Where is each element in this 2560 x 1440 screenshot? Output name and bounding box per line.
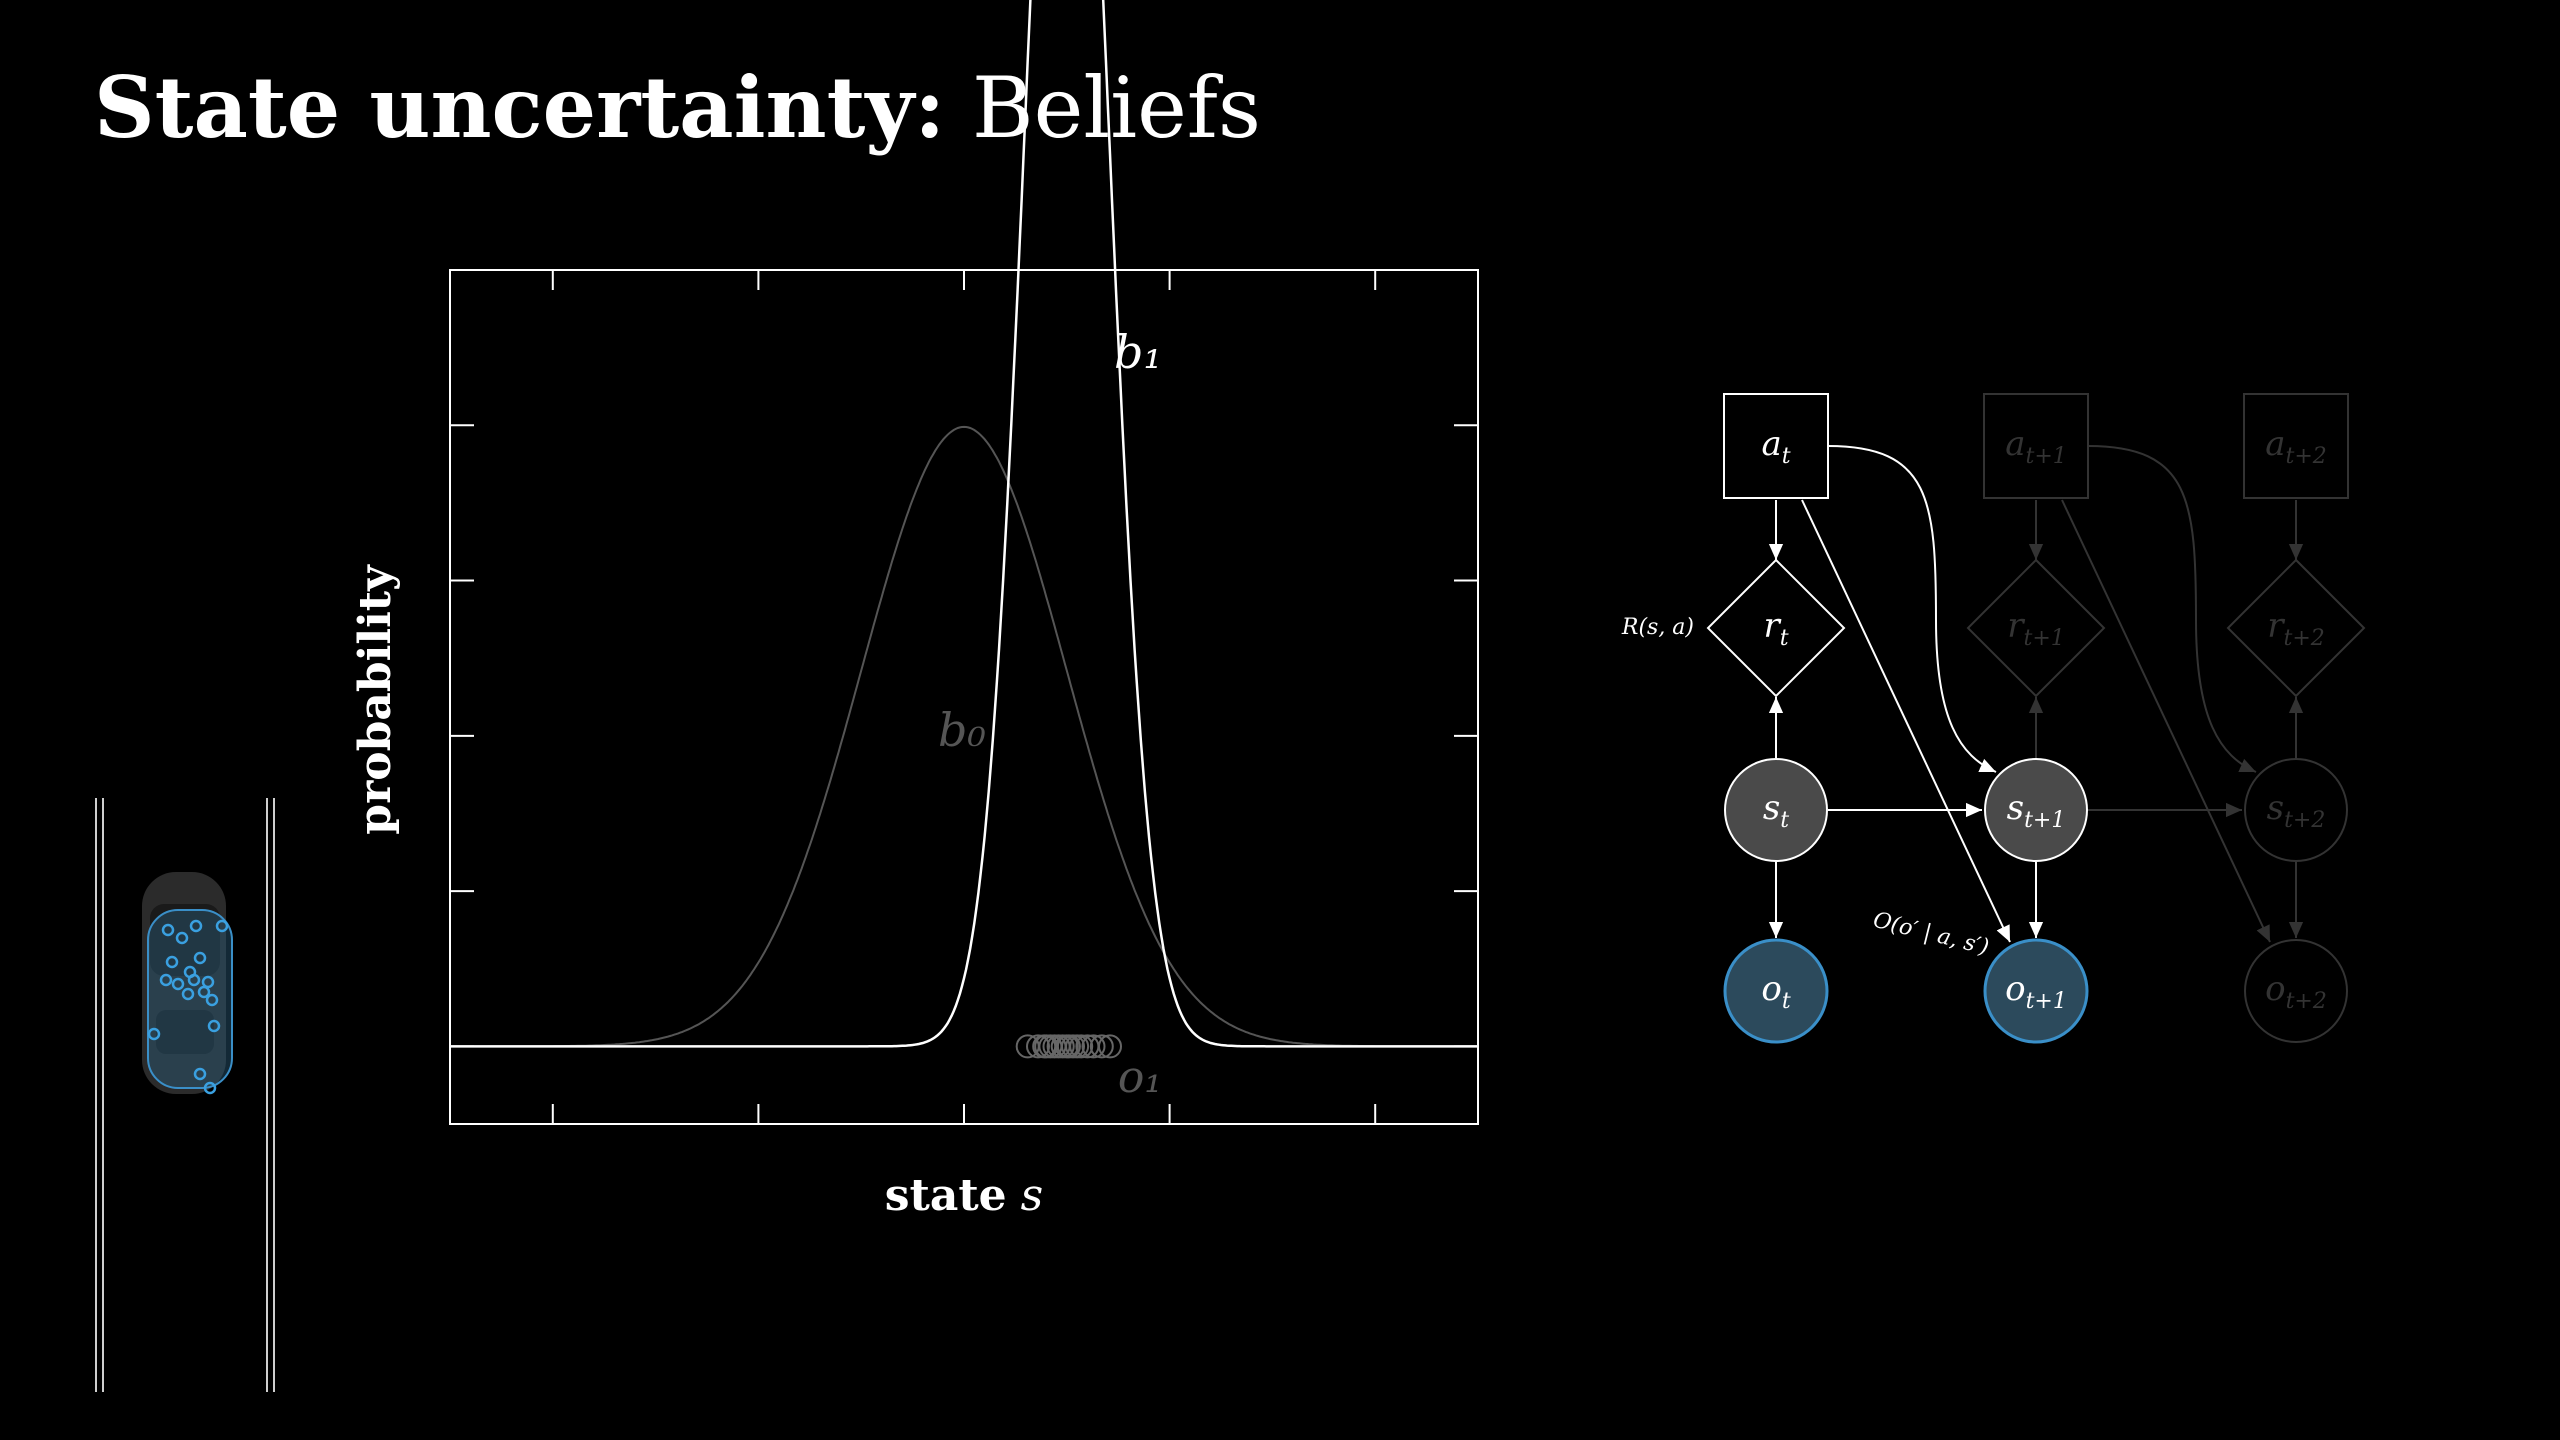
curve-b1-label: b₁	[1114, 325, 1162, 379]
observation-marker	[1026, 1034, 1050, 1059]
edge-a_t1-s_t2	[2087, 445, 2257, 773]
edge-a_t1-o_t2	[2061, 499, 2271, 943]
svg-text:ot+1: ot+1	[2005, 969, 2067, 1014]
edge-a_t-s_t1	[1827, 445, 1997, 773]
belief-particle	[193, 951, 207, 965]
curve-b0	[450, 425, 1478, 1048]
belief-particle	[207, 1019, 221, 1033]
curve-b1	[450, 0, 1478, 1048]
y-axis-label: probability	[350, 564, 401, 835]
plot-ticks	[450, 269, 1478, 1124]
node-s_t1: st+1	[1984, 758, 2088, 862]
node-r_t1: rt+1	[1966, 558, 2106, 698]
svg-text:rt+1: rt+1	[2007, 606, 2065, 651]
svg-text:ot+2: ot+2	[2265, 969, 2327, 1014]
belief-particle	[159, 973, 173, 987]
node-r_t2: rt+2	[2226, 558, 2366, 698]
slide-title-rest: Beliefs	[945, 59, 1261, 157]
observation-marker	[1089, 1034, 1114, 1059]
svg-text:rt: rt	[1763, 606, 1788, 651]
slide-title-bold: State uncertainty:	[94, 58, 946, 157]
plot-frame	[449, 269, 1479, 1125]
belief-particle	[187, 973, 201, 987]
belief-particle	[171, 977, 185, 991]
node-a_t2: at+2	[2243, 393, 2349, 499]
node-s_t: st	[1724, 758, 1828, 862]
belief-plot: b₀ b₁ o₁ probability state s	[350, 0, 1479, 1221]
car-icon	[142, 872, 233, 1094]
svg-text:st+2: st+2	[2267, 788, 2326, 833]
belief-particle	[215, 919, 229, 933]
svg-text:ot: ot	[1761, 969, 1790, 1014]
belief-particle	[197, 985, 211, 999]
road-scene	[95, 798, 275, 1392]
svg-text:st: st	[1763, 788, 1789, 833]
belief-particle	[201, 975, 215, 989]
observation-markers	[1015, 1034, 1122, 1059]
belief-particle	[203, 1081, 217, 1095]
curve-b0-label: b₀	[938, 703, 986, 757]
observation-marker	[1069, 1034, 1094, 1059]
node-a_t: at	[1723, 393, 1829, 499]
node-r_t: rt	[1706, 558, 1846, 698]
decision-network: at at+1 at+2 rt rt+1 rt+2 st	[1621, 393, 2366, 1044]
belief-particle	[161, 923, 175, 937]
x-axis-label-var: s	[1021, 1170, 1044, 1221]
belief-particle	[205, 993, 219, 1007]
observation-marker	[1081, 1034, 1106, 1059]
svg-text:at+2: at+2	[2265, 424, 2327, 469]
svg-text:rt+2: rt+2	[2267, 606, 2325, 651]
svg-text:at+1: at+1	[2005, 424, 2067, 469]
node-a_t1: at+1	[1983, 393, 2089, 499]
belief-particle	[147, 1027, 161, 1041]
node-o_t2: ot+2	[2244, 939, 2348, 1043]
obs-label: o₁	[1118, 1052, 1162, 1103]
x-axis-label: state s	[885, 1170, 1044, 1221]
node-s_t2: st+2	[2244, 758, 2348, 862]
belief-particle	[165, 955, 179, 969]
svg-text:st+1: st+1	[2007, 788, 2066, 833]
belief-particles	[147, 919, 229, 1095]
observation-function-label: O(o′ | a, s′)	[1871, 908, 1992, 961]
svg-text:at: at	[1761, 424, 1790, 469]
x-axis-label-word: state	[885, 1170, 1007, 1221]
belief-particle	[181, 987, 195, 1001]
slide-title: State uncertainty: Beliefs	[94, 58, 1261, 158]
observation-marker	[1098, 1034, 1122, 1059]
node-o_t1: ot+1	[1983, 938, 2089, 1044]
node-o_t: ot	[1723, 938, 1829, 1044]
belief-particle	[175, 931, 189, 945]
reward-function-label: R(s, a)	[1621, 615, 1694, 640]
edge-a_t-o_t1	[1801, 499, 2011, 943]
belief-particle	[193, 1067, 207, 1081]
belief-particle	[189, 919, 203, 933]
